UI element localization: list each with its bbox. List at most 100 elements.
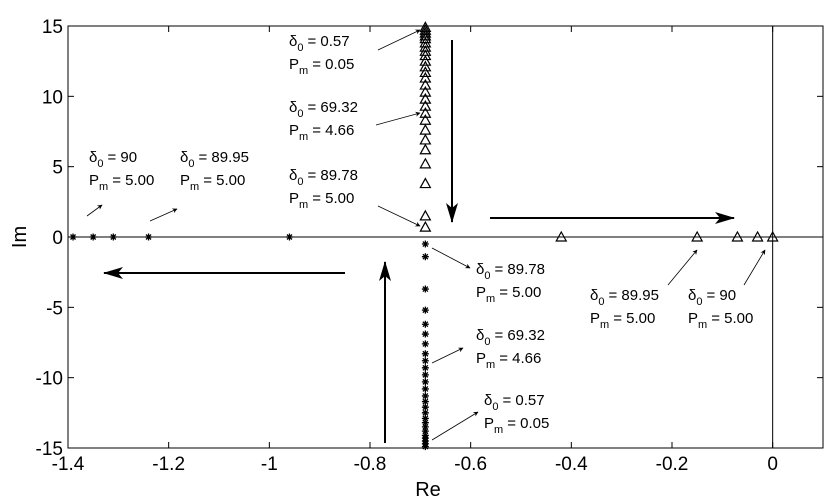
data-point [421, 414, 429, 422]
data-point [421, 320, 429, 328]
annotation-value: = 4.66 [312, 122, 354, 139]
data-point [421, 357, 429, 365]
data-point [419, 21, 432, 33]
x-axis-label: Re [415, 479, 441, 501]
annotation-subscript: m [299, 65, 308, 77]
annotation-arrow [149, 208, 178, 222]
annotation: δ0 = 90 [688, 287, 736, 308]
annotation-subscript: 0 [97, 158, 103, 170]
data-point [419, 157, 432, 169]
annotation-subscript: 0 [696, 296, 702, 308]
annotation-symbol: P [688, 310, 698, 327]
annotation-value: = 90 [107, 149, 137, 166]
annotation: Pm = 4.66 [476, 350, 541, 371]
annotation-symbol: P [476, 350, 486, 367]
annotation: Pm = 5.00 [688, 310, 753, 331]
annotation: δ0 = 69.32 [289, 99, 358, 120]
annotation-value: = 4.66 [499, 350, 541, 367]
annotation: Pm = 0.05 [484, 415, 549, 436]
data-point [421, 285, 429, 293]
data-point [419, 26, 432, 38]
annotation-value: = 5.00 [312, 190, 354, 207]
data-point [109, 233, 117, 241]
annotation: δ0 = 0.57 [484, 392, 545, 413]
annotation-symbol: P [289, 122, 299, 139]
data-point [419, 92, 432, 104]
annotation-value: = 89.78 [307, 167, 357, 184]
data-point [419, 106, 432, 118]
annotation: Pm = 5.00 [180, 172, 245, 193]
y-tick-label: -10 [36, 369, 63, 390]
data-point [419, 54, 432, 66]
data-point [421, 403, 429, 411]
annotation-value: = 89.78 [494, 261, 544, 278]
annotation-subscript: m [486, 359, 495, 371]
x-tick-label: -0.4 [555, 454, 588, 475]
annotation-value: = 69.32 [307, 99, 357, 116]
data-point [421, 240, 429, 248]
annotation-subscript: 0 [484, 336, 490, 348]
data-point [419, 71, 432, 83]
annotation: Pm = 4.66 [289, 122, 354, 143]
annotation-symbol: P [289, 56, 299, 73]
data-point [421, 427, 429, 435]
x-tick-label: -0.6 [454, 454, 487, 475]
annotation: Pm = 5.00 [590, 310, 655, 331]
y-tick-label: -15 [36, 439, 63, 460]
annotation-value: = 5.00 [203, 172, 245, 189]
annotation-value: = 89.95 [608, 287, 658, 304]
y-tick-label: -5 [46, 298, 63, 319]
annotation-subscript: m [486, 293, 495, 305]
data-point [421, 443, 429, 451]
annotation: δ0 = 89.78 [476, 261, 545, 282]
annotation-symbol: P [180, 172, 190, 189]
annotation-arrow [377, 205, 421, 227]
annotation-symbol: δ [89, 149, 97, 166]
data-point [421, 419, 429, 427]
data-point [419, 143, 432, 155]
y-tick-label: 10 [42, 87, 63, 108]
annotation-subscript: 0 [297, 108, 303, 120]
data-point [751, 230, 764, 242]
annotation: δ0 = 90 [89, 149, 137, 170]
data-point [421, 423, 429, 431]
annotation-subscript: 0 [188, 158, 194, 170]
annotation-symbol: P [476, 284, 486, 301]
annotation-subscript: 0 [598, 296, 604, 308]
data-point [419, 60, 432, 72]
annotation-arrow [86, 204, 103, 217]
annotation-symbol: δ [289, 167, 297, 184]
annotation: δ0 = 0.57 [289, 33, 350, 54]
annotation-symbol: δ [476, 261, 484, 278]
annotation-subscript: m [299, 131, 308, 143]
data-point [419, 133, 432, 145]
data-point [419, 32, 432, 44]
annotation-value: = 0.57 [307, 33, 349, 50]
annotation-symbol: δ [289, 99, 297, 116]
annotation-subscript: m [190, 181, 199, 193]
annotation-symbol: P [289, 190, 299, 207]
annotation-subscript: 0 [484, 270, 490, 282]
data-point [421, 398, 429, 406]
x-tick-label: -1 [261, 454, 278, 475]
x-tick-label: -0.8 [354, 454, 387, 475]
annotation-value: = 5.00 [711, 310, 753, 327]
data-point [419, 66, 432, 78]
data-point [766, 230, 779, 242]
annotation-arrow [431, 411, 479, 441]
y-tick-label: 15 [42, 17, 63, 38]
annotation-subscript: m [600, 319, 609, 331]
annotation-symbol: δ [476, 327, 484, 344]
annotation: δ0 = 89.95 [180, 149, 249, 170]
data-point [421, 385, 429, 393]
annotation: δ0 = 89.78 [289, 167, 358, 188]
annotation-symbol: P [590, 310, 600, 327]
annotation-subscript: m [698, 319, 707, 331]
data-point [419, 209, 432, 221]
annotation-subscript: 0 [297, 176, 303, 188]
data-point [89, 233, 97, 241]
annotation-arrow [375, 111, 421, 126]
annotation-subscript: 0 [297, 42, 303, 54]
data-point [421, 340, 429, 348]
annotation: δ0 = 69.32 [476, 327, 545, 348]
